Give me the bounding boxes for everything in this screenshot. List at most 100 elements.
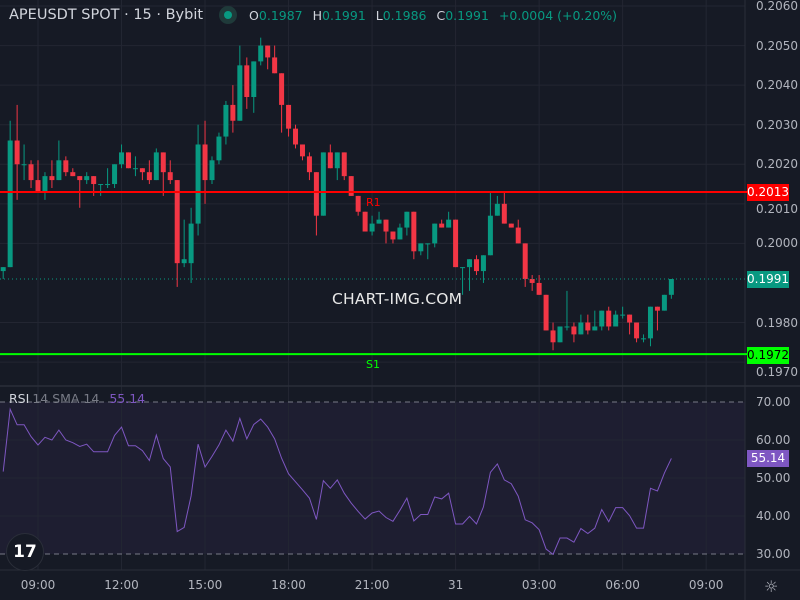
candle-body xyxy=(132,168,138,170)
price-axis-label: 0.2020 xyxy=(756,157,798,172)
close-label: C xyxy=(436,7,446,23)
price-axis-label: 0.2040 xyxy=(756,78,798,93)
price-axis-label: 0.1980 xyxy=(756,315,798,330)
candle-body xyxy=(606,310,612,327)
candle-body xyxy=(0,267,6,272)
candle-body xyxy=(508,223,514,228)
candle-body xyxy=(578,322,584,335)
candle-body xyxy=(334,152,340,169)
candle-body xyxy=(348,176,354,196)
candle-body xyxy=(550,330,556,343)
open-value: 0.1987 xyxy=(258,7,303,23)
candle-body xyxy=(63,160,69,173)
price-axis-label: 0.2010 xyxy=(756,202,798,216)
low-value: 0.1986 xyxy=(382,7,427,23)
candle-body xyxy=(209,160,215,181)
candle-body xyxy=(613,314,619,327)
candle-body xyxy=(49,176,55,181)
candle-body xyxy=(258,45,264,62)
candle-body xyxy=(42,176,48,192)
time-axis-label: 06:00 xyxy=(605,578,640,592)
candle-body xyxy=(376,219,382,224)
candle-body xyxy=(70,172,76,177)
candle-body xyxy=(244,65,250,97)
candle-body xyxy=(460,267,466,269)
candle-body xyxy=(112,164,118,185)
close-value: 0.1991 xyxy=(445,7,489,23)
candle-body xyxy=(216,136,222,161)
candle-body xyxy=(661,294,667,311)
candle-body xyxy=(599,310,605,327)
candle-body xyxy=(383,219,389,232)
candle-body xyxy=(620,314,626,316)
rsi-legend[interactable]: RSI 14 SMA 14 55.14 xyxy=(9,391,145,406)
candle-body xyxy=(313,172,319,216)
candle-body xyxy=(536,282,542,295)
candle-body xyxy=(202,144,208,181)
candle-body xyxy=(98,184,104,186)
change-value: +0.0004 (+0.20%) xyxy=(498,7,618,23)
candle-body xyxy=(439,223,445,228)
candle-body xyxy=(480,255,486,272)
rsi-value: 55.14 xyxy=(109,391,146,406)
candle-body xyxy=(7,140,13,268)
candle-body xyxy=(139,168,145,173)
candle-body xyxy=(174,180,180,264)
rsi-axis-label: 70.00 xyxy=(756,395,791,409)
tradingview-logo-icon[interactable]: 17 xyxy=(6,533,44,571)
candle-body xyxy=(522,243,528,279)
candle-body xyxy=(432,223,438,244)
candle-body xyxy=(146,172,152,181)
ohlc-values: O0.1987 H0.1991 L0.1986 C0.1991 +0.0004 … xyxy=(249,8,623,23)
time-axis-label: 09:00 xyxy=(688,578,724,592)
candle-body xyxy=(91,176,97,185)
candle-body xyxy=(35,180,41,192)
s1-price-badge: 0.1972 xyxy=(747,347,789,364)
candle-body xyxy=(272,57,278,74)
candle-body xyxy=(411,211,417,252)
candle-body xyxy=(28,164,34,181)
low-label: L xyxy=(375,7,383,23)
candle-body xyxy=(585,322,591,331)
candle-body xyxy=(341,152,347,177)
candle-body xyxy=(453,219,459,268)
candle-body xyxy=(362,211,368,232)
candle-body xyxy=(77,176,83,181)
candle-body xyxy=(647,306,653,339)
time-axis-label: 12:00 xyxy=(104,578,139,592)
candle-body xyxy=(293,128,299,145)
candle-body xyxy=(181,259,187,264)
candle-body xyxy=(543,294,549,331)
high-label: H xyxy=(312,7,323,23)
candle-body xyxy=(529,278,535,283)
rsi-axis-label: 50.00 xyxy=(756,471,791,485)
s1-label: S1 xyxy=(366,358,380,371)
time-axis-label: 09:00 xyxy=(20,578,56,592)
symbol-title[interactable]: APEUSDT SPOT · 15 · Bybit xyxy=(9,7,204,23)
last-price-badge: 0.1991 xyxy=(747,271,789,288)
candle-body xyxy=(56,160,62,181)
logo-text: 17 xyxy=(13,542,37,562)
candle-body xyxy=(327,152,333,169)
open-label: O xyxy=(249,7,259,23)
candle-body xyxy=(14,140,20,165)
price-axis-label: 0.2050 xyxy=(756,38,798,53)
rsi-axis-label: 60.00 xyxy=(756,433,791,447)
candle-body xyxy=(369,223,375,232)
rsi-params: 14 SMA 14 xyxy=(32,391,100,406)
candle-body xyxy=(473,259,479,272)
time-axis-label: 31 xyxy=(447,578,464,592)
rsi-value-badge: 55.14 xyxy=(747,450,789,467)
candle-body xyxy=(654,306,660,311)
candle-body xyxy=(446,219,452,228)
candle-body xyxy=(425,243,431,245)
candle-body xyxy=(404,211,410,228)
market-status-icon xyxy=(219,6,238,24)
candle-body xyxy=(223,104,229,137)
gear-icon[interactable]: ☼ xyxy=(764,577,779,596)
rsi-axis-label: 30.00 xyxy=(756,547,791,561)
candle-body xyxy=(515,227,521,244)
candle-body xyxy=(105,184,111,186)
time-axis-label: 03:00 xyxy=(521,578,557,592)
